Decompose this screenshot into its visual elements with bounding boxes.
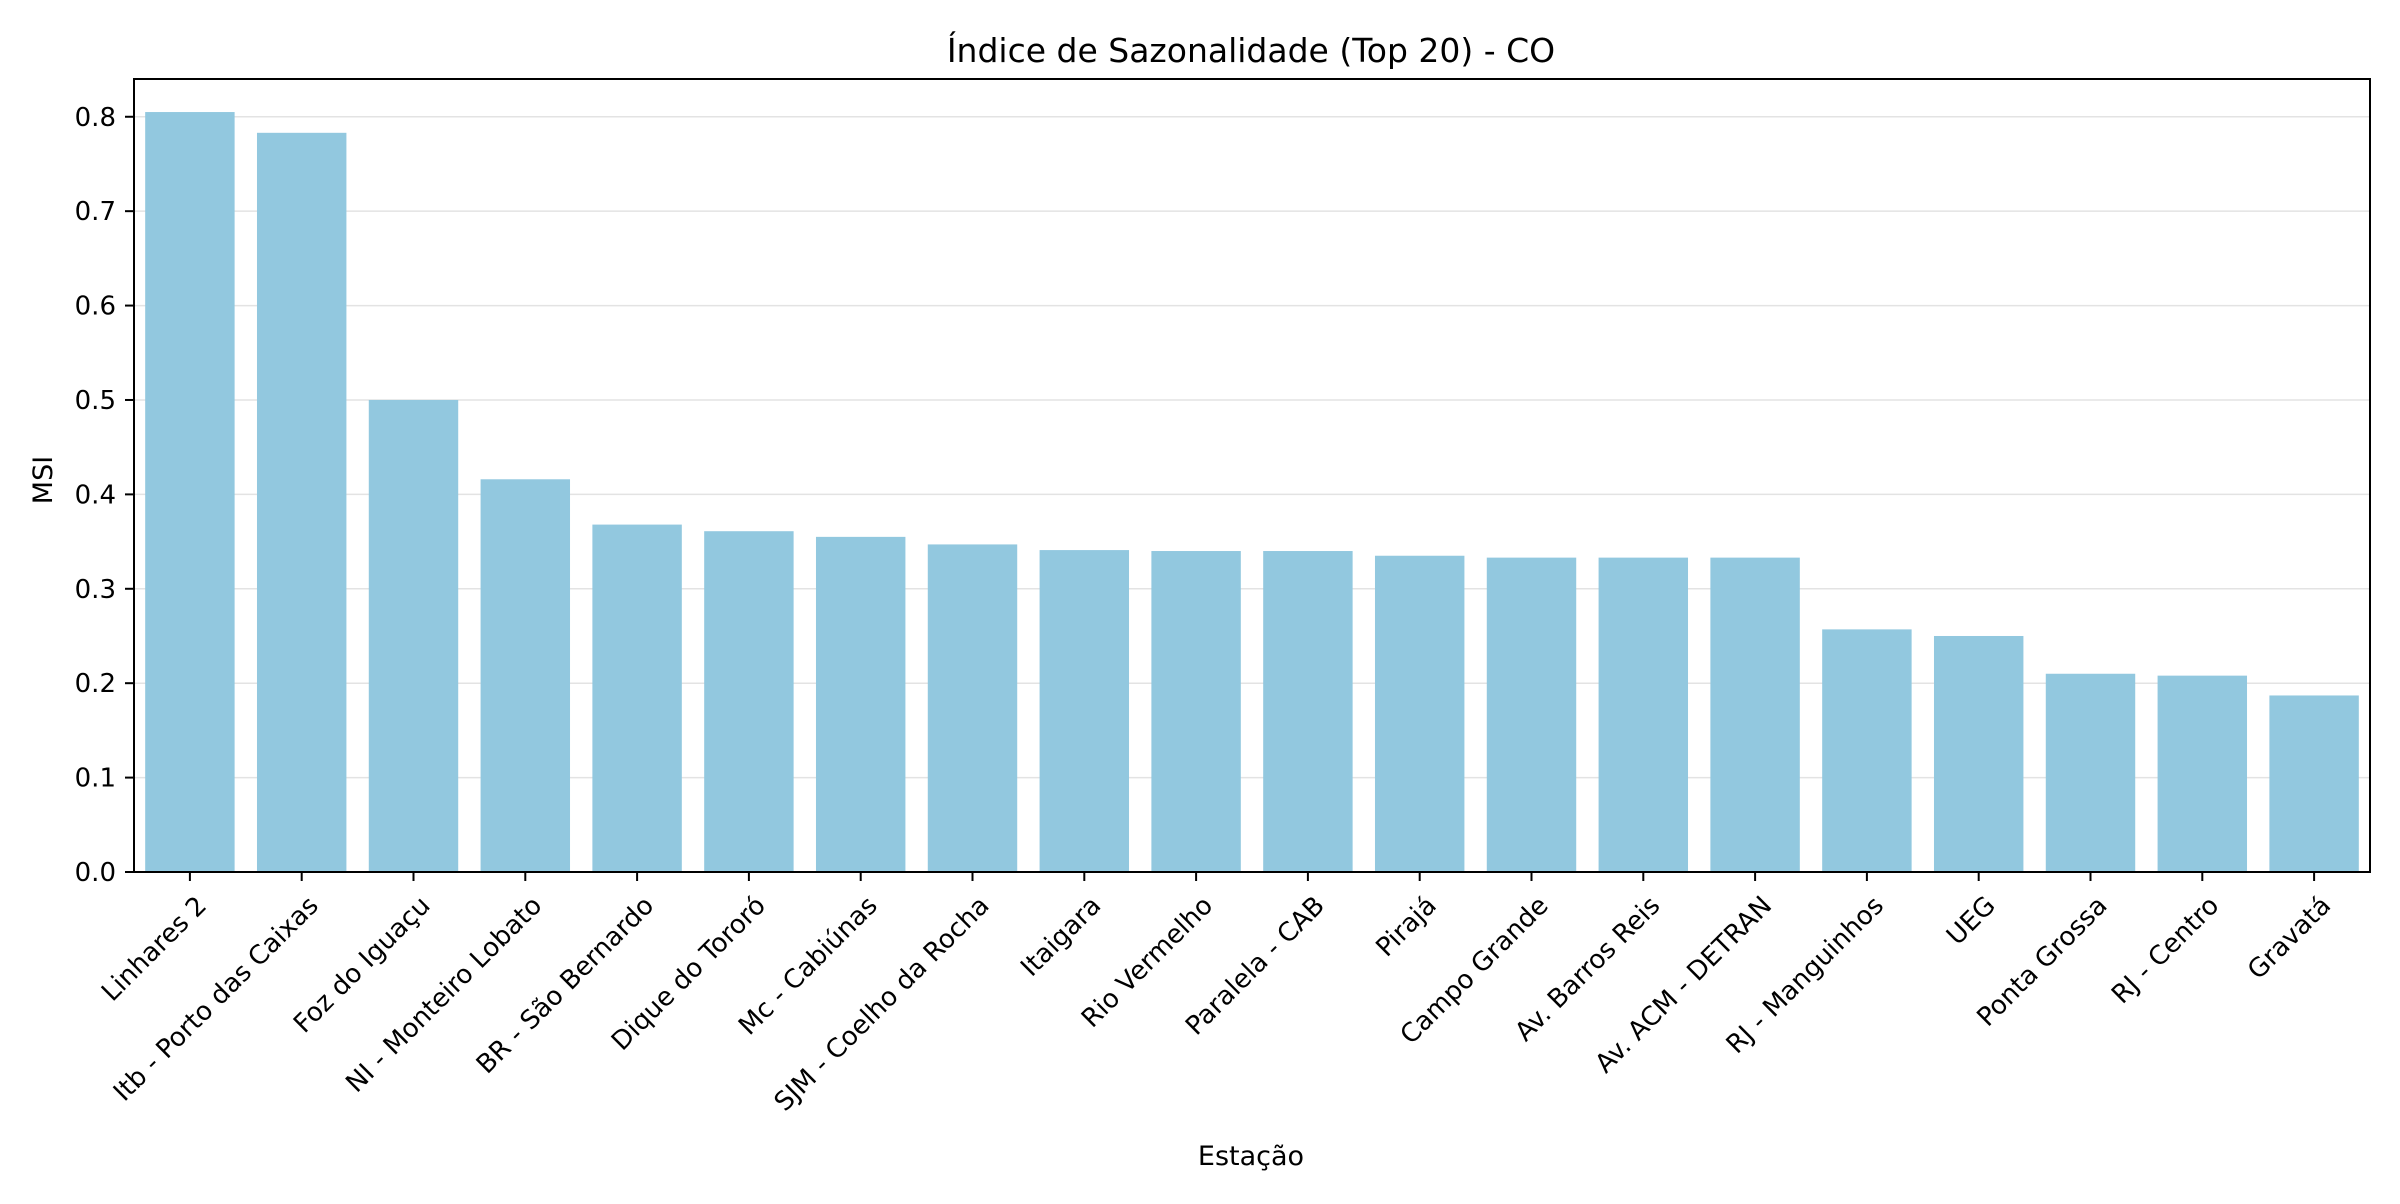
bar: [1151, 551, 1241, 872]
y-axis-ticks: 0.0 0.1 0.2 0.3 0.4 0.5 0.6 0.7 0.8: [75, 103, 134, 888]
plot-frame: [133, 78, 2371, 873]
bar: [1933, 635, 2024, 872]
bar: [1374, 555, 1465, 872]
bar: [2157, 675, 2248, 872]
y-tick-label: 0.4: [75, 480, 116, 510]
y-tick-label: 0.6: [75, 292, 116, 322]
bar: [1039, 550, 1130, 872]
bar: [592, 524, 682, 872]
y-tick-label: 0.1: [75, 764, 116, 794]
bar: [1598, 557, 1689, 872]
bar: [145, 112, 235, 872]
chart-title: Índice de Sazonalidade (Top 20) - CO: [947, 30, 1555, 70]
y-tick-label: 0.8: [75, 103, 116, 133]
bar: [1710, 557, 1800, 872]
bar: [480, 479, 571, 872]
bar: [2045, 673, 2136, 872]
y-tick-label: 0.0: [75, 858, 116, 888]
bar: [1822, 629, 1912, 872]
y-tick-label: 0.3: [75, 575, 116, 605]
bar: [927, 544, 1018, 872]
x-axis-label: Estação: [1198, 1141, 1304, 1172]
bar: [1486, 557, 1577, 872]
bar: [1263, 551, 1353, 872]
y-tick-label: 0.2: [75, 669, 116, 699]
bar: [256, 132, 347, 872]
bars: [145, 112, 2359, 872]
y-tick-label: 0.5: [75, 386, 116, 416]
bar: [368, 399, 459, 872]
bar: [704, 531, 794, 872]
bar: [815, 536, 906, 872]
y-axis-label: MSI: [28, 456, 59, 504]
y-tick-label: 0.7: [75, 197, 116, 227]
bar: [2269, 695, 2359, 872]
